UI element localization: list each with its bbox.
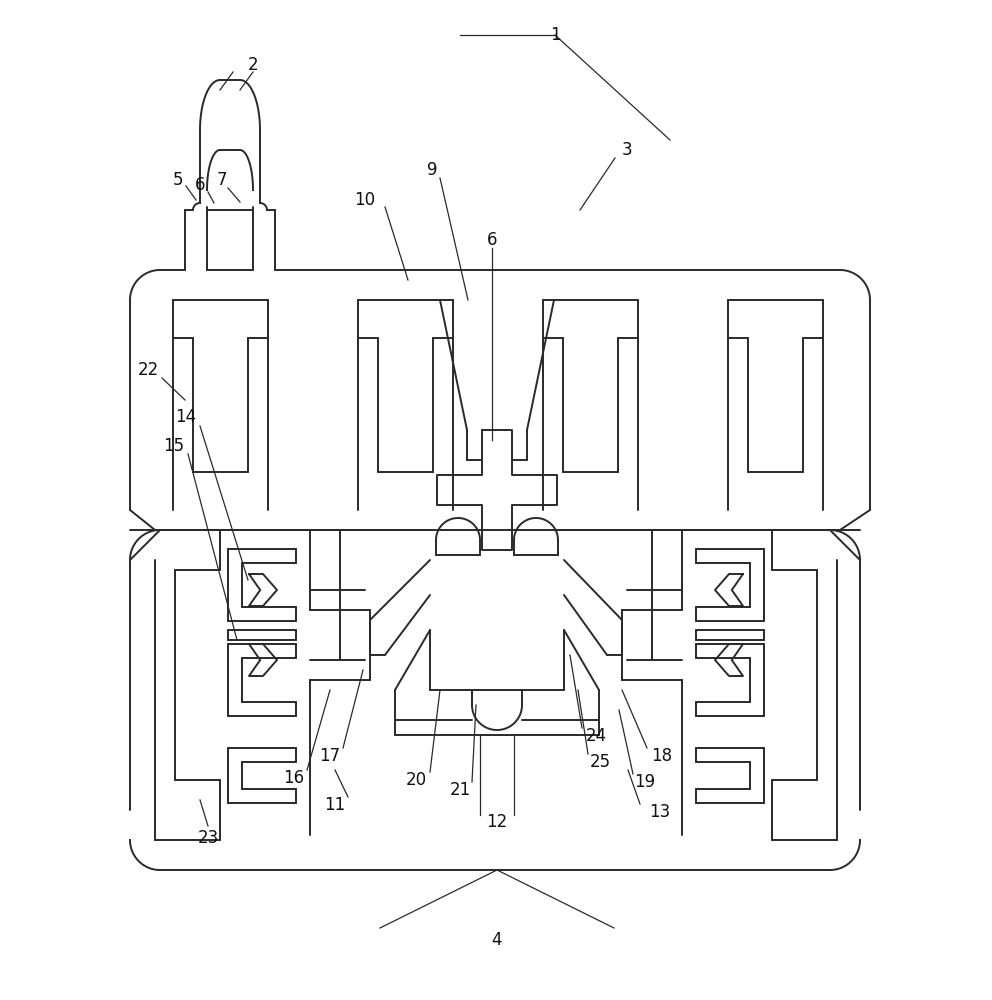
Text: 17: 17	[319, 747, 340, 765]
Text: 13: 13	[650, 803, 671, 821]
Text: 15: 15	[164, 437, 185, 455]
Text: 12: 12	[486, 813, 508, 831]
Text: 1: 1	[550, 26, 560, 44]
Text: 16: 16	[284, 769, 305, 787]
Text: 3: 3	[622, 141, 632, 159]
Text: 23: 23	[197, 829, 218, 847]
Text: 2: 2	[248, 56, 258, 74]
Text: 21: 21	[449, 781, 470, 799]
Text: 20: 20	[406, 771, 427, 789]
Text: 10: 10	[354, 191, 376, 209]
Text: 14: 14	[176, 408, 196, 426]
Text: 7: 7	[216, 171, 227, 189]
Text: 18: 18	[652, 747, 673, 765]
Text: 6: 6	[487, 231, 497, 249]
Text: 9: 9	[427, 161, 437, 179]
Text: 22: 22	[137, 361, 159, 379]
Text: 6: 6	[194, 176, 205, 194]
Text: 25: 25	[589, 753, 610, 771]
Text: 24: 24	[585, 727, 606, 745]
Text: 4: 4	[492, 931, 502, 949]
Text: 5: 5	[173, 171, 184, 189]
Text: 11: 11	[324, 796, 345, 814]
Text: 19: 19	[635, 773, 656, 791]
